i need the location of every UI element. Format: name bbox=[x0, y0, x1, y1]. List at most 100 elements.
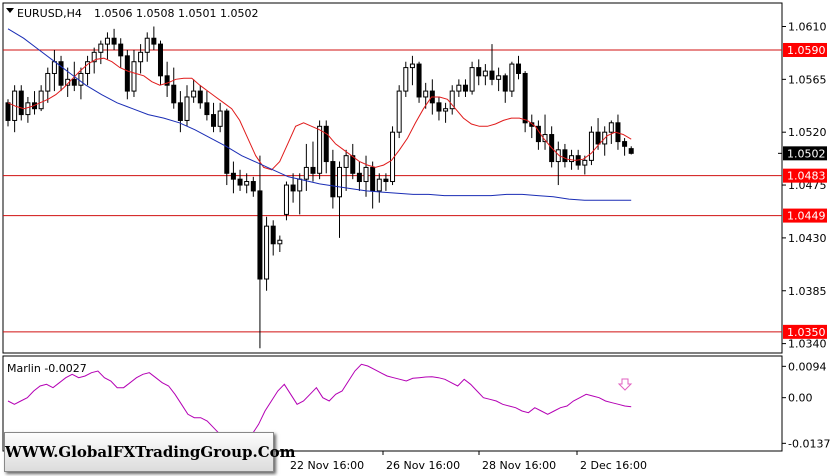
bear-candle bbox=[5, 102, 11, 121]
bull-candle bbox=[131, 61, 137, 92]
bear-candle bbox=[622, 141, 628, 147]
level-labels: 1.0590 1.0483 1.0449 1.0350 1.0502 bbox=[778, 42, 827, 339]
oscillator-frame bbox=[2, 355, 783, 452]
bull-candle bbox=[496, 75, 502, 80]
bull-candle bbox=[409, 63, 415, 69]
current-price-label: 1.0502 bbox=[787, 147, 826, 160]
bull-candle bbox=[608, 122, 614, 133]
bear-candle bbox=[230, 172, 236, 180]
osc-tick-label: 0.00 bbox=[788, 392, 813, 405]
bear-candle bbox=[323, 125, 329, 163]
time-tick-label: 2 Dec 16:00 bbox=[580, 459, 647, 472]
level-label-bg bbox=[783, 208, 827, 223]
time-tick-label: 26 Nov 16:00 bbox=[386, 459, 460, 472]
bear-candle bbox=[177, 102, 183, 121]
bull-candle bbox=[45, 72, 51, 92]
bear-candle bbox=[383, 178, 389, 183]
bear-candle bbox=[330, 161, 336, 198]
price-tick-label: 1.0565 bbox=[788, 73, 827, 86]
bear-candle bbox=[562, 149, 568, 163]
bull-candle bbox=[456, 84, 462, 92]
watermark: WWW.GlobalFXTradingGroup.Com bbox=[4, 432, 296, 472]
bear-candle bbox=[164, 75, 170, 86]
bull-candle bbox=[582, 159, 588, 166]
bear-candle bbox=[197, 90, 203, 104]
price-tick-label: 1.0610 bbox=[788, 20, 827, 33]
bear-candle bbox=[462, 84, 468, 92]
bear-candle bbox=[370, 166, 376, 192]
bull-candle bbox=[303, 166, 309, 180]
indicator-label: Marlin -0.0027 bbox=[7, 362, 87, 375]
bear-candle bbox=[270, 225, 276, 245]
oscillator-series bbox=[7, 363, 633, 444]
level-label-bg bbox=[783, 168, 827, 183]
bear-candle bbox=[211, 114, 217, 127]
bull-candle bbox=[85, 61, 91, 74]
bear-candle bbox=[310, 166, 316, 174]
bull-candle bbox=[482, 70, 488, 77]
bear-candle bbox=[157, 43, 163, 77]
current-price-bg bbox=[783, 146, 827, 161]
level-label-bg bbox=[783, 324, 827, 339]
bear-candle bbox=[237, 178, 243, 186]
marlin-line bbox=[7, 363, 632, 444]
bull-candle bbox=[588, 131, 594, 161]
bear-candle bbox=[71, 78, 77, 86]
price-axis: 1.06101.05651.05201.04751.04301.03851.03… bbox=[782, 20, 830, 450]
bear-candle bbox=[257, 190, 263, 280]
bear-candle bbox=[516, 63, 522, 74]
down-arrow-icon bbox=[617, 378, 633, 391]
bear-candle bbox=[250, 181, 256, 192]
bull-candle bbox=[144, 37, 150, 53]
level-label-bg bbox=[783, 42, 827, 57]
bull-candle bbox=[138, 51, 144, 63]
candlestick-series bbox=[5, 26, 634, 349]
bull-candle bbox=[38, 90, 44, 110]
bear-candle bbox=[18, 90, 24, 116]
bull-candle bbox=[184, 96, 190, 121]
bear-candle bbox=[124, 55, 130, 92]
bull-candle bbox=[217, 110, 223, 127]
bear-candle bbox=[522, 72, 528, 124]
dropdown-triangle-icon bbox=[6, 8, 14, 13]
symbol-label: EURUSD,H4 bbox=[17, 7, 82, 20]
level-label: 1.0590 bbox=[787, 44, 826, 57]
bear-candle bbox=[476, 67, 482, 77]
bull-candle bbox=[98, 43, 104, 53]
level-label: 1.0449 bbox=[787, 210, 826, 223]
bull-candle bbox=[396, 90, 402, 133]
bull-candle bbox=[297, 178, 303, 192]
bull-candle bbox=[91, 51, 97, 63]
time-tick-label: 28 Nov 16:00 bbox=[482, 459, 556, 472]
bull-candle bbox=[443, 108, 449, 112]
bear-candle bbox=[350, 155, 356, 174]
bull-candle bbox=[403, 67, 409, 92]
bear-candle bbox=[356, 172, 362, 183]
bear-candle bbox=[111, 37, 117, 45]
chart-header: EURUSD,H4 1.0506 1.0508 1.0501 1.0502 Marl… bbox=[6, 7, 258, 375]
price-tick-label: 1.0430 bbox=[788, 232, 827, 245]
bear-candle bbox=[224, 110, 230, 174]
bull-candle bbox=[283, 184, 289, 215]
bull-candle bbox=[423, 90, 429, 98]
level-label: 1.0350 bbox=[787, 326, 826, 339]
moving-averages bbox=[7, 28, 632, 201]
bear-candle bbox=[171, 84, 177, 104]
bull-candle bbox=[25, 102, 31, 116]
bull-candle bbox=[277, 239, 283, 245]
bull-candle bbox=[469, 67, 475, 92]
bull-candle bbox=[264, 225, 270, 280]
price-tick-label: 1.0385 bbox=[788, 285, 827, 298]
bear-candle bbox=[58, 61, 64, 86]
bull-candle bbox=[509, 63, 515, 92]
bear-candle bbox=[436, 102, 442, 112]
bear-candle bbox=[290, 184, 296, 192]
main-frame bbox=[2, 2, 783, 354]
osc-tick-label: -0.0137 bbox=[788, 437, 830, 450]
ma-slow-line bbox=[7, 28, 632, 201]
bull-candle bbox=[376, 178, 382, 192]
time-axis: 22 Nov 16:00 26 Nov 16:00 28 Nov 16:00 2 De… bbox=[286, 451, 647, 472]
ma-fast-line bbox=[7, 57, 632, 171]
bull-candle bbox=[51, 61, 57, 74]
